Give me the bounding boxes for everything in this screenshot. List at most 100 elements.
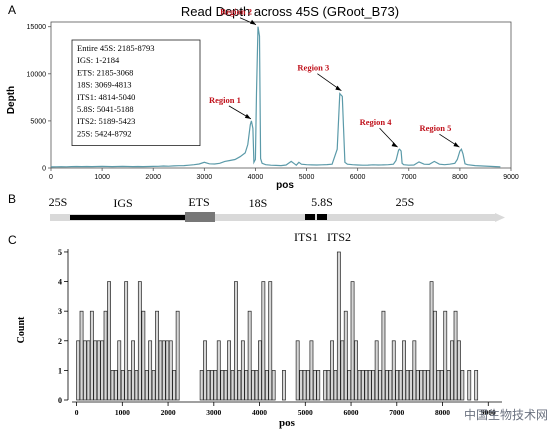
label-25s-right: 25S bbox=[396, 195, 415, 209]
histogram-bar bbox=[144, 370, 149, 401]
region-legend-box bbox=[71, 39, 201, 146]
histogram-bar bbox=[443, 310, 448, 401]
panel-a-ylabel: Depth bbox=[6, 86, 17, 114]
plot-frame bbox=[50, 21, 512, 169]
panel-a-xlabel: pos bbox=[276, 180, 294, 191]
histogram-bar bbox=[439, 370, 444, 401]
x-tick-label: 5000 bbox=[299, 174, 315, 181]
x-tick-label: 7000 bbox=[401, 174, 417, 181]
region-legend-entry: Entire 45S: 2185-8793 bbox=[77, 43, 154, 53]
histogram-bar bbox=[131, 340, 135, 401]
region-annotation: Region 2 bbox=[220, 7, 252, 17]
x-tick-label: 6000 bbox=[344, 408, 359, 417]
histogram-bar bbox=[83, 340, 87, 401]
label-ets: ETS bbox=[188, 195, 209, 209]
x-tick-label: 3000 bbox=[206, 408, 221, 417]
x-tick-label: 4000 bbox=[252, 408, 267, 417]
histogram-bar bbox=[86, 340, 91, 401]
histogram-bar bbox=[388, 370, 393, 401]
panel-b-diagram: 25S IGS ETS 18S 5.8S 25S ITS1 ITS2 bbox=[49, 195, 505, 244]
y-tick-label: 3 bbox=[58, 307, 62, 316]
x-tick-label: 0 bbox=[49, 174, 53, 181]
histogram-bar bbox=[402, 340, 406, 401]
annotation-arrowhead bbox=[391, 142, 398, 148]
y-tick-label: 1 bbox=[58, 366, 62, 375]
histogram-bar bbox=[460, 370, 465, 401]
histogram-bar bbox=[124, 281, 129, 401]
histogram-bar bbox=[333, 370, 338, 401]
histogram-bar bbox=[79, 310, 84, 401]
histogram-bar bbox=[127, 370, 132, 401]
panel-c-xlabel: pos bbox=[279, 417, 296, 429]
panel-a-title: Read Depth across 45S (GRoot_B73) bbox=[181, 4, 399, 19]
x-tick-label: 7000 bbox=[389, 408, 404, 417]
histogram-bar bbox=[107, 281, 111, 401]
histogram-bar bbox=[254, 370, 259, 401]
y-tick-label: 0 bbox=[42, 166, 46, 173]
histogram-bar bbox=[247, 310, 252, 401]
histogram-bar bbox=[168, 340, 173, 401]
x-tick-label: 8000 bbox=[452, 174, 468, 181]
label-58s: 5.8S bbox=[311, 195, 333, 209]
annotation-arrowhead bbox=[250, 19, 256, 25]
its1-segment bbox=[305, 214, 315, 220]
histogram-bar bbox=[457, 340, 461, 401]
region-annotation: Region 1 bbox=[209, 95, 241, 105]
panel-c-ylabel: Count bbox=[16, 316, 27, 343]
histogram-bar bbox=[240, 340, 245, 401]
histogram-bar bbox=[141, 310, 146, 401]
histogram-bar bbox=[165, 340, 170, 401]
histogram-bar bbox=[96, 340, 101, 401]
x-tick-label: 6000 bbox=[350, 174, 366, 181]
region-legend-entry: IGS: 1-2184 bbox=[77, 55, 120, 65]
x-tick-label: 0 bbox=[75, 408, 79, 417]
histogram-bar bbox=[234, 281, 238, 401]
histogram-bar bbox=[381, 310, 386, 401]
panel-a-label: A bbox=[8, 3, 16, 17]
histogram-bar bbox=[378, 370, 382, 401]
histogram-bar bbox=[271, 370, 276, 401]
histogram-bar bbox=[175, 310, 180, 401]
histogram-bar bbox=[374, 340, 379, 401]
histogram-bar bbox=[117, 340, 122, 401]
panel-b-label: B bbox=[8, 192, 16, 206]
histogram-bar bbox=[446, 370, 451, 401]
region-legend-entry: 25S: 5424-8792 bbox=[77, 128, 132, 138]
histogram-bar bbox=[120, 370, 125, 401]
histogram-bar bbox=[364, 370, 369, 401]
x-tick-label: 1000 bbox=[115, 408, 130, 417]
x-tick-label: 3000 bbox=[197, 174, 213, 181]
histogram-bar bbox=[360, 370, 365, 401]
histogram-bar bbox=[110, 370, 115, 401]
histogram-bar bbox=[227, 340, 231, 401]
region-annotation: Region 3 bbox=[297, 63, 329, 73]
histogram-bar bbox=[258, 340, 262, 401]
histogram-bar bbox=[199, 370, 204, 401]
histogram-bar bbox=[100, 340, 105, 401]
y-tick-label: 10000 bbox=[27, 71, 47, 78]
region-annotation: Region 4 bbox=[360, 117, 393, 127]
histogram-bar bbox=[357, 370, 362, 401]
histogram-bar bbox=[398, 370, 403, 401]
histogram-bar bbox=[474, 370, 479, 401]
label-igs: IGS bbox=[113, 196, 132, 210]
x-tick-label: 5000 bbox=[298, 408, 313, 417]
histogram-bar bbox=[422, 370, 427, 401]
x-tick-label: 9000 bbox=[503, 174, 519, 181]
histogram-bar bbox=[237, 370, 242, 401]
histogram-bar bbox=[264, 370, 269, 401]
x-tick-label: 2000 bbox=[145, 174, 161, 181]
region-legend-entry: ITS2: 5189-5423 bbox=[77, 116, 135, 126]
y-tick-label: 4 bbox=[58, 278, 62, 287]
ets-segment bbox=[185, 212, 215, 222]
histogram-bar bbox=[433, 310, 437, 401]
histogram-bar bbox=[391, 340, 396, 401]
histogram-bar bbox=[412, 340, 417, 401]
histogram-bar bbox=[450, 340, 454, 401]
histogram-bar bbox=[316, 370, 321, 401]
histogram-bar bbox=[213, 370, 218, 401]
histogram-bar bbox=[251, 370, 255, 401]
x-tick-label: 4000 bbox=[248, 174, 264, 181]
histogram-bar bbox=[155, 310, 159, 401]
histogram-bar bbox=[210, 370, 214, 401]
